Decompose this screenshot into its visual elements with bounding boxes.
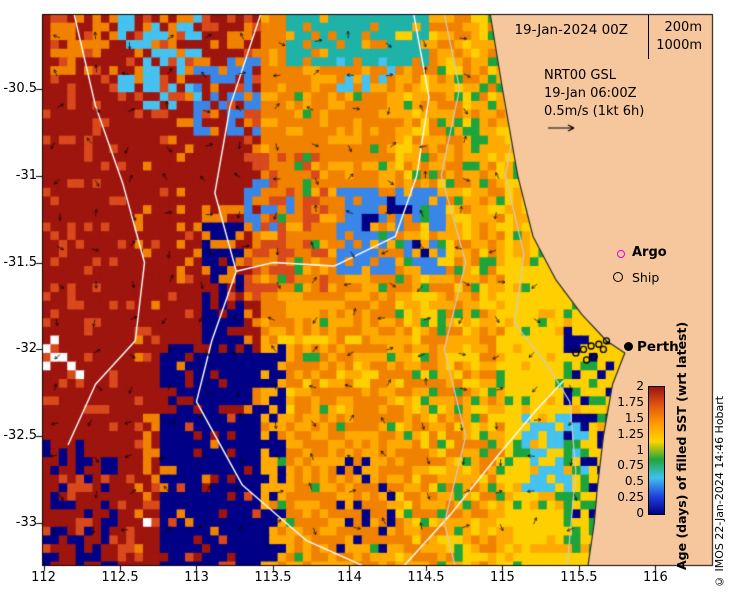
x-tick-label: 112: [31, 570, 56, 585]
colorbar-tick-label: 0.25: [617, 490, 644, 505]
ship-marker-icon: [613, 272, 623, 282]
y-tick-label: -30.5: [3, 80, 37, 96]
contour-label-200m: 200m: [664, 20, 702, 35]
model-time-label: 19-Jan 06:00Z: [544, 86, 637, 101]
y-tick-label: -32.5: [3, 428, 37, 444]
x-tick-label: 112.5: [101, 570, 139, 585]
legend-argo-label: Argo: [632, 245, 667, 260]
x-tick-label: 114.5: [407, 570, 445, 585]
contour-legend-divider: [648, 15, 649, 59]
y-tick-label: -33: [15, 515, 37, 531]
colorbar-tick-label: 1.5: [624, 410, 644, 425]
y-tick-label: -31.5: [3, 254, 37, 270]
x-tick-label: 115.5: [560, 570, 598, 585]
colorbar-axis-label: Age (days) of filled SST (wrt latest): [674, 321, 689, 570]
x-tick-label: 113.5: [254, 570, 292, 585]
datetime-label: 19-Jan-2024 00Z: [514, 22, 628, 38]
colorbar-tick-label: 0.75: [617, 458, 644, 473]
x-tick-label: 113: [184, 570, 209, 585]
colorbar-tick-label: 2: [636, 379, 644, 393]
velocity-scale-label: 0.5m/s (1kt 6h): [544, 104, 645, 119]
x-tick-label: 115: [490, 570, 515, 585]
colorbar-tick-label: 1.25: [617, 426, 644, 441]
x-tick-label: 114: [337, 570, 362, 585]
x-tick-label: 116: [642, 570, 668, 585]
y-tick-label: -31: [15, 167, 37, 183]
model-name-label: NRT00 GSL: [544, 68, 616, 83]
colorbar: [648, 386, 665, 515]
credit-label: © IMOS 22-Jan-2024 14:46 Hobart: [713, 395, 726, 588]
colorbar-tick-label: 1: [636, 442, 644, 457]
contour-label-1000m: 1000m: [656, 38, 702, 53]
y-tick-label: -32: [15, 341, 37, 357]
colorbar-tick-label: 1.75: [617, 394, 644, 409]
argo-marker-icon: [617, 250, 625, 258]
colorbar-tick-label: 0: [636, 506, 644, 520]
perth-city-label: Perth: [637, 339, 679, 355]
perth-marker-dot: [624, 342, 633, 351]
colorbar-tick-label: 0.5: [624, 474, 644, 489]
legend-ship-label: Ship: [632, 270, 660, 285]
